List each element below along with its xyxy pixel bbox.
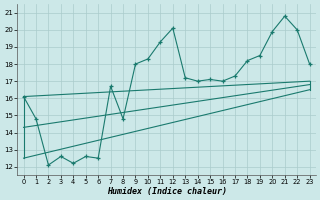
X-axis label: Humidex (Indice chaleur): Humidex (Indice chaleur) [107, 187, 227, 196]
